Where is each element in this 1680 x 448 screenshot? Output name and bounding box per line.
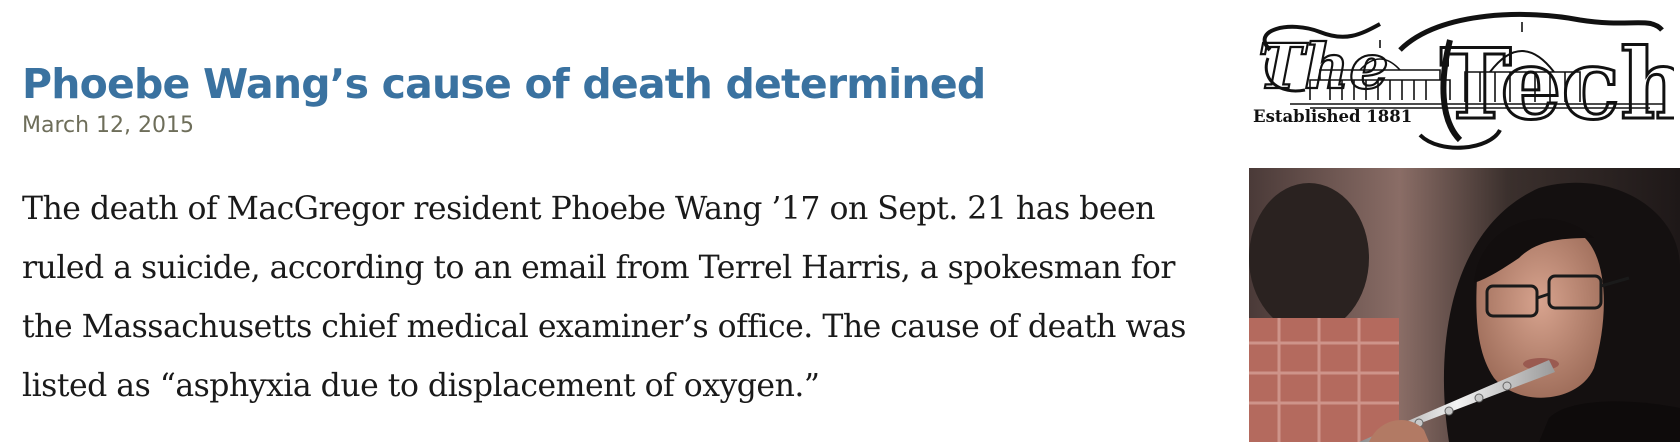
student-flute-photo bbox=[1249, 168, 1680, 442]
article-date: March 12, 2015 bbox=[22, 113, 195, 138]
photo-artwork bbox=[1249, 168, 1680, 442]
article-body: The death of MacGregor resident Phoebe W… bbox=[22, 191, 1186, 404]
the-tech-masthead-logo: The Tech Established 1881 bbox=[1250, 10, 1674, 158]
article-headline: Phoebe Wang’s cause of death determined bbox=[22, 60, 986, 108]
svg-text:The: The bbox=[1258, 30, 1389, 103]
article: Phoebe Wang’s cause of death determined … bbox=[22, 58, 1222, 448]
established-label: Established 1881 bbox=[1253, 107, 1413, 126]
svg-text:Tech: Tech bbox=[1440, 28, 1674, 141]
masthead-artwork: The Tech bbox=[1257, 11, 1674, 150]
